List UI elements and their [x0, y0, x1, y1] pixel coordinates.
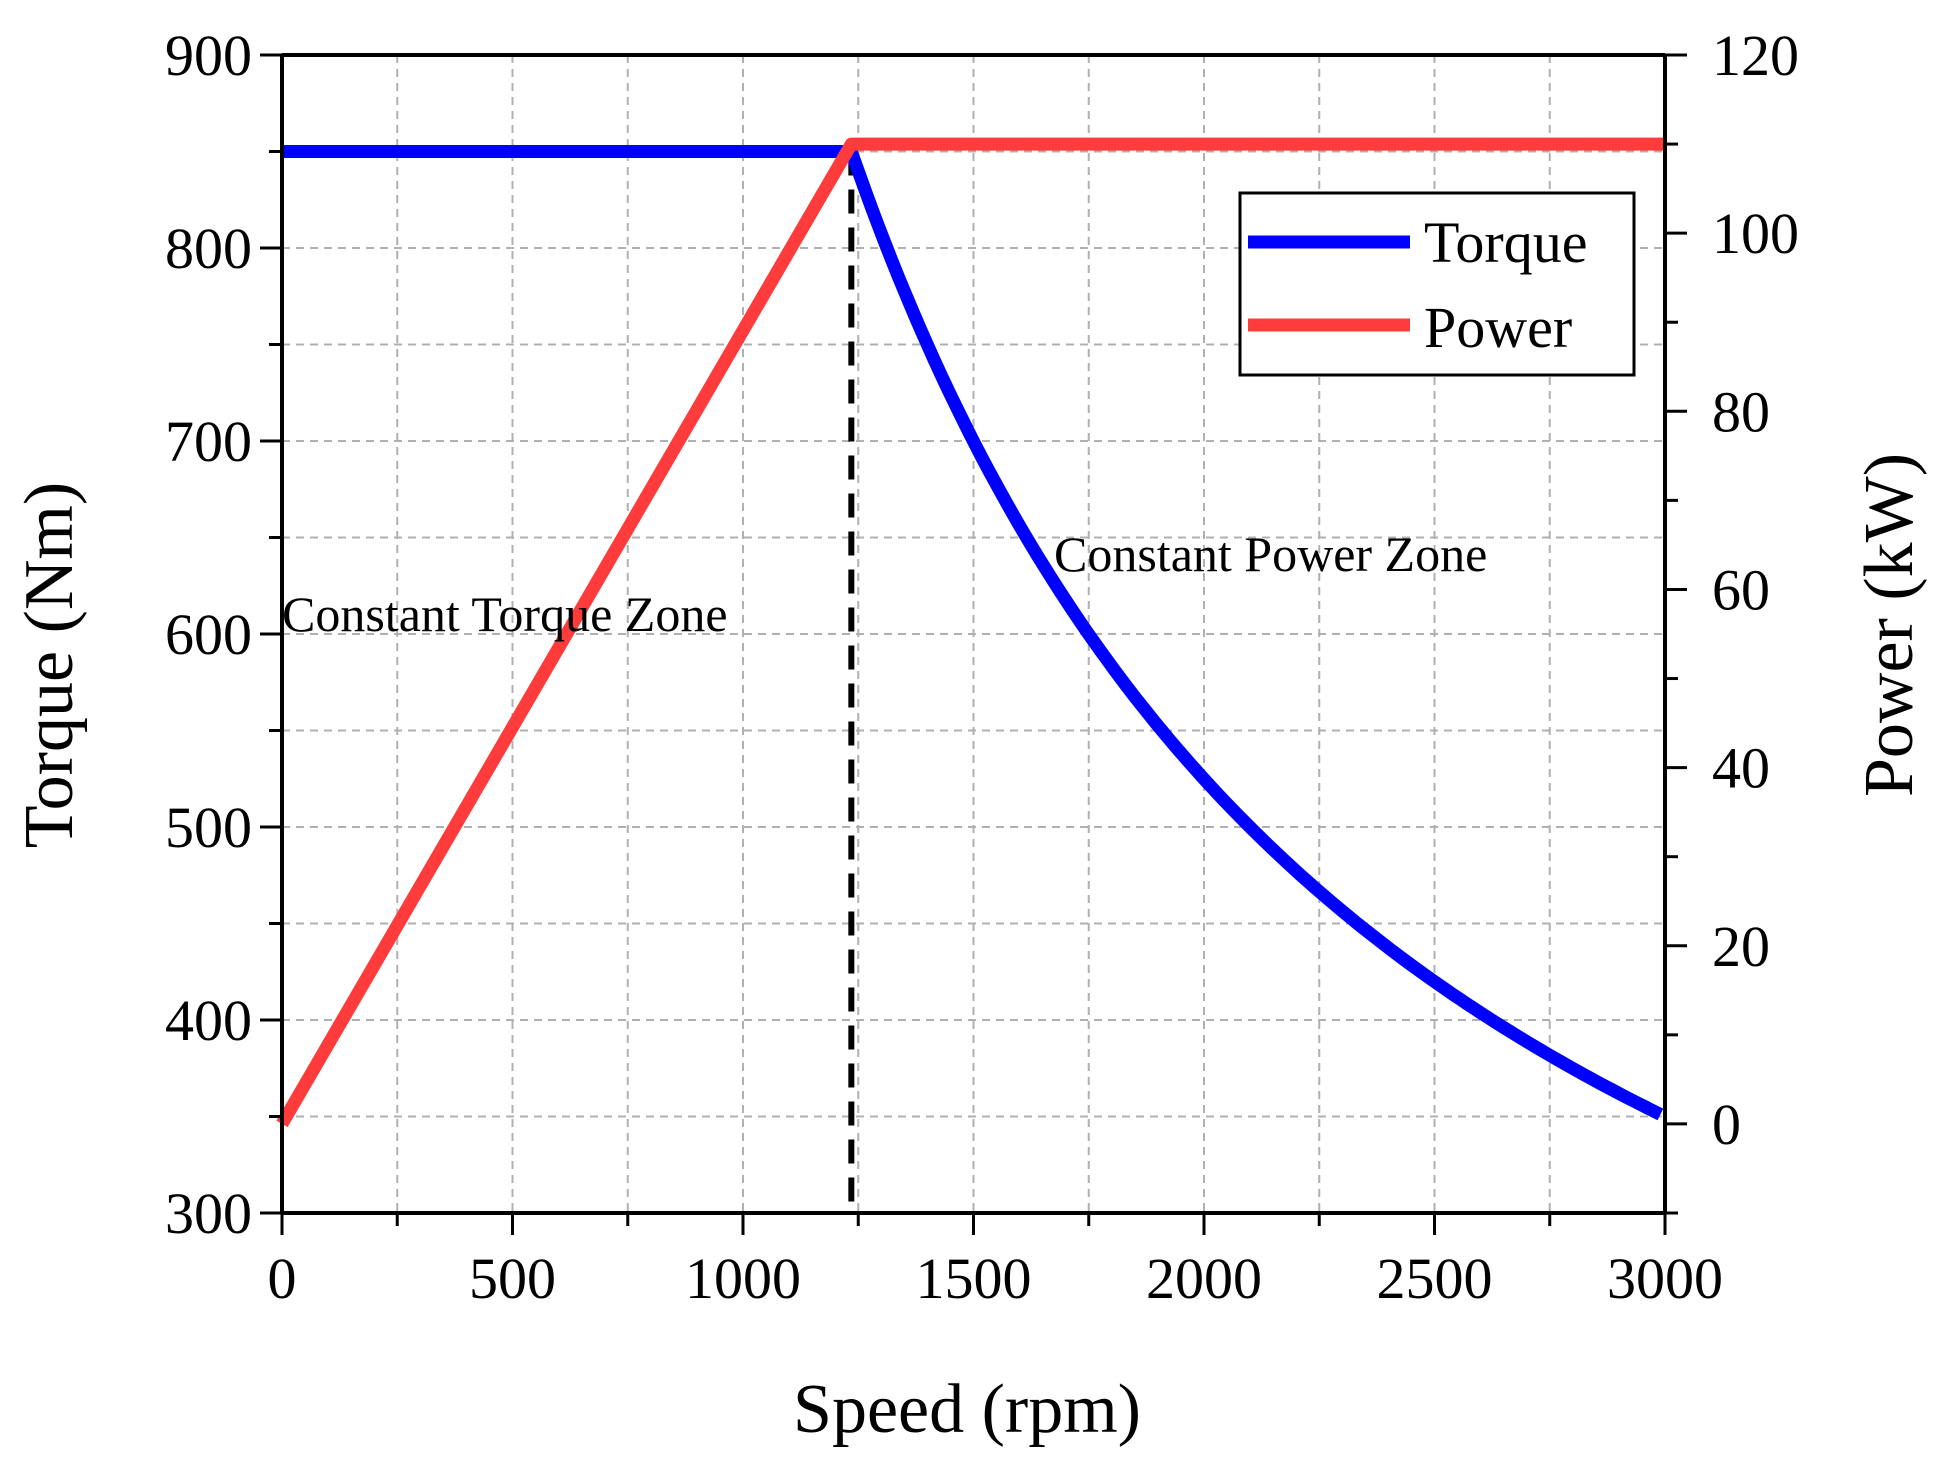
x-tick-label: 1500 — [916, 1246, 1032, 1311]
y-tick-label: 300 — [165, 1181, 252, 1246]
annotation-constant-power-zone: Constant Power Zone — [1054, 526, 1487, 582]
series-torque-line — [282, 145, 1664, 1121]
series-lines — [276, 137, 1665, 1128]
x-tick-label: 1000 — [685, 1246, 801, 1311]
x-tick-label: 3000 — [1607, 1246, 1723, 1311]
annotation-constant-torque-zone: Constant Torque Zone — [282, 586, 728, 642]
x-tick-label: 0 — [268, 1246, 297, 1311]
y-tick-label: 600 — [165, 602, 252, 667]
y-tick-label: 500 — [165, 795, 252, 860]
axes — [260, 53, 1687, 1235]
y2-tick-label: 60 — [1712, 557, 1770, 622]
y-tick-label: 800 — [165, 216, 252, 281]
y2-tick-label: 80 — [1712, 379, 1770, 444]
legend-box — [1238, 191, 1636, 377]
y2-tick-label: 20 — [1712, 914, 1770, 979]
legend-label-power: Power — [1424, 295, 1572, 360]
x-axis-title: Speed (rpm) — [793, 1371, 1141, 1448]
tick-labels: 0 500 1000 1500 2000 2500 30003004005006007008… — [165, 23, 1799, 1311]
legend: Torque Power — [1238, 191, 1636, 377]
x-tick-label: 2500 — [1377, 1246, 1493, 1311]
y2-tick-label: 100 — [1712, 201, 1799, 266]
y2-axis-title: Power (kW) — [1851, 453, 1928, 797]
legend-label-torque: Torque — [1424, 210, 1587, 275]
y2-tick-label: 40 — [1712, 736, 1770, 801]
y2-tick-label: 120 — [1712, 23, 1799, 88]
y2-tick-label: 0 — [1712, 1092, 1741, 1157]
y-tick-label: 700 — [165, 409, 252, 474]
y-tick-label: 900 — [165, 23, 252, 88]
series-power-line — [276, 137, 1665, 1128]
y-tick-label: 400 — [165, 988, 252, 1053]
x-tick-label: 500 — [469, 1246, 556, 1311]
x-tick-label: 2000 — [1146, 1246, 1262, 1311]
y-axis-title: Torque (Nm) — [11, 482, 88, 848]
